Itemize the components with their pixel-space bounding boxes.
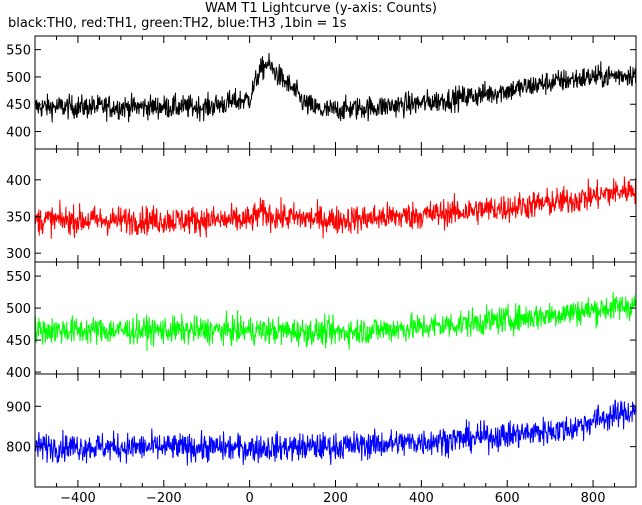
x-tick-label: 0: [246, 491, 254, 505]
panel-3: 800 900: [6, 373, 637, 488]
series-line-1: [35, 176, 636, 239]
y-tick-label: 550: [6, 44, 31, 59]
series-line-0: [35, 52, 636, 123]
x-tick-label: 200: [323, 491, 348, 505]
x-tick-label: 400: [409, 491, 434, 505]
x-tick-label: 800: [581, 491, 606, 505]
chart-subtitle: black:TH0, red:TH1, green:TH2, blue:TH3 …: [8, 16, 347, 31]
x-tick-label: −400: [60, 491, 96, 505]
y-tick-label: 300: [6, 247, 31, 262]
y-tick-label: 800: [6, 441, 31, 456]
series-line-3: [35, 399, 636, 466]
y-tick-label: 400: [6, 366, 31, 381]
panel-frame-1: [34, 148, 637, 263]
y-tick-label: 500: [6, 302, 31, 317]
y-tick-label: 450: [6, 98, 31, 113]
y-tick-label: 500: [6, 71, 31, 86]
y-tick-label: 450: [6, 334, 31, 349]
panel-1: 300 350 400: [6, 148, 637, 263]
series-line-2: [35, 292, 636, 352]
chart-title: WAM T1 Lightcurve (y-axis: Counts): [205, 1, 437, 16]
y-tick-label: 400: [6, 174, 31, 189]
panel-2: 400 450 500 550: [6, 261, 637, 381]
y-tick-label: 900: [6, 400, 31, 415]
x-tick-label: −200: [146, 491, 182, 505]
y-tick-label: 400: [6, 126, 31, 141]
y-tick-label: 550: [6, 270, 31, 285]
x-tick-label: 600: [495, 491, 520, 505]
y-tick-label: 350: [6, 211, 31, 226]
panel-0: 400 450 500 550: [6, 35, 637, 150]
